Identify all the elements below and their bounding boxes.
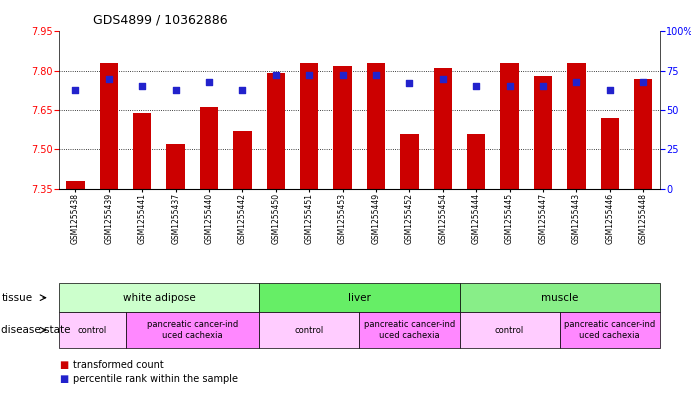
Point [471,83,482,90]
Text: control: control [77,326,106,334]
Point [638,79,649,85]
Text: pancreatic cancer-ind
uced cachexia: pancreatic cancer-ind uced cachexia [564,320,656,340]
Point [370,72,381,79]
Point [303,72,314,79]
Bar [334,66,352,189]
Bar [367,63,385,189]
Text: liver: liver [348,293,371,303]
Text: control: control [495,326,524,334]
Bar [467,134,485,189]
Point [70,86,81,93]
Point [571,79,582,85]
Text: tissue: tissue [1,293,32,303]
Point [237,86,248,93]
Bar [200,107,218,189]
Point [337,72,348,79]
Bar [66,181,84,189]
Point [103,75,114,82]
Bar [100,63,118,189]
Bar [267,73,285,189]
Bar [567,63,585,189]
Point [504,83,515,90]
Bar [234,131,252,189]
Text: GDS4899 / 10362886: GDS4899 / 10362886 [93,14,228,27]
Text: ■: ■ [59,374,68,384]
Point [604,86,615,93]
Text: ■: ■ [59,360,68,371]
Text: percentile rank within the sample: percentile rank within the sample [73,374,238,384]
Point [538,83,549,90]
Text: disease state: disease state [1,325,71,335]
Text: pancreatic cancer-ind
uced cachexia: pancreatic cancer-ind uced cachexia [146,320,238,340]
Bar [167,144,184,189]
Point [270,72,281,79]
Bar [133,113,151,189]
Point [437,75,448,82]
Text: muscle: muscle [541,293,578,303]
Text: transformed count: transformed count [73,360,163,371]
Text: white adipose: white adipose [122,293,196,303]
Bar [300,63,319,189]
Text: control: control [294,326,324,334]
Point [170,86,181,93]
Point [137,83,148,90]
Bar [600,118,619,189]
Point [404,80,415,86]
Point [203,79,214,85]
Bar [400,134,419,189]
Bar [634,79,652,189]
Bar [534,76,552,189]
Bar [434,68,452,189]
Bar [500,63,519,189]
Text: pancreatic cancer-ind
uced cachexia: pancreatic cancer-ind uced cachexia [363,320,455,340]
